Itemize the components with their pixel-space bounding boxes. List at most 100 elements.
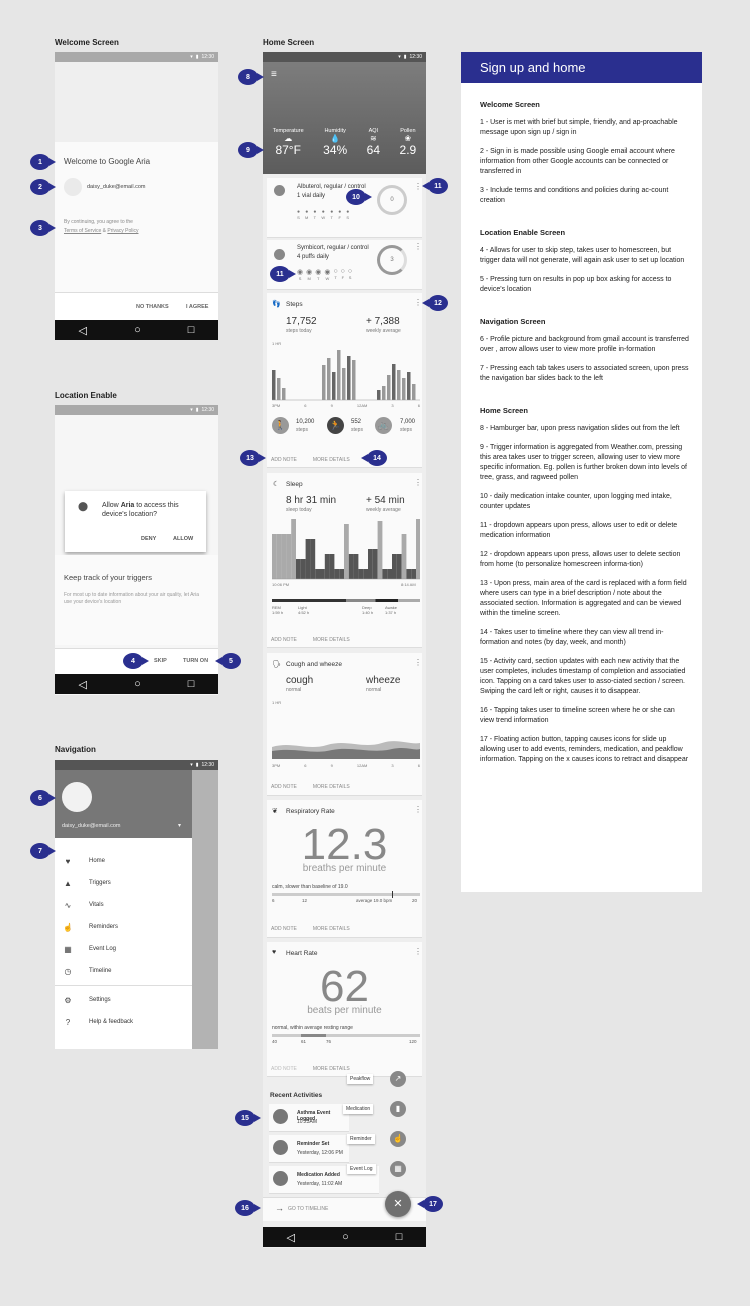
sleep-card[interactable]: ☾ Sleep ⋮ 8 hr 31 min sleep today + 54 m… [267,473,422,648]
back-icon[interactable]: ◁ [286,1231,295,1244]
home-section-title: Home Screen [263,38,315,47]
account-email[interactable]: daisy_duke@email.com [87,184,146,190]
turn-on-button[interactable]: TURN ON [183,658,209,664]
callout-badge: 2 [30,179,56,195]
peakflow-icon[interactable]: ↗ [390,1071,406,1087]
heart-rate-card[interactable]: ♥ Heart Rate ⋮ 62 beats per minute norma… [267,942,422,1077]
more-options-icon[interactable]: ⋮ [414,805,422,814]
medication-fab-icon[interactable]: ▮ [390,1101,406,1117]
unit-label: steps [400,427,412,433]
steps-card[interactable]: 👣 Steps ⋮ 17,752 steps today + 7,388 wee… [267,293,422,468]
event-log-fab-icon[interactable]: ▦ [390,1161,406,1177]
add-note-button[interactable]: ADD NOTE [271,457,297,463]
system-nav-bar: ◁ ○ □ [263,1227,426,1247]
description-section: Navigation Screen 6 - Profile picture and… [480,317,690,384]
sleep-stage-item: Light 4:52 h [298,605,309,615]
weather-header[interactable]: ≡ Temperature ☁ 87°F Humidity 💧 34% AQI ≋ 64 P… [263,62,426,174]
axis-label: 1 HR [272,700,282,705]
more-options-icon[interactable]: ⋮ [414,947,422,956]
intake-counter[interactable]: 3 [377,245,407,275]
nav-item-help[interactable]: ? Help & feedback [55,1011,192,1033]
medication-card[interactable]: Symbicort, regular / control 4 puffs dai… [267,240,422,290]
hamburger-menu-icon[interactable]: ≡ [271,69,277,80]
activity-card[interactable]: Asthma Event Logged 10:23AM [269,1104,349,1132]
back-icon[interactable]: ◁ [78,324,87,337]
status-time: 12:30 [409,54,422,60]
recents-icon[interactable]: □ [395,1231,403,1243]
agree-button[interactable]: I AGREE [186,304,209,310]
add-note-button[interactable]: ADD NOTE [271,926,297,932]
range-fill [301,1034,326,1037]
more-options-icon[interactable]: ⋮ [414,242,422,251]
no-thanks-button[interactable]: NO THANKS [136,304,169,310]
sleep-stage-duration: 4:52 h [298,610,310,615]
allow-button[interactable]: ALLOW [173,536,194,542]
weekday-tracker: ◉ S ◉ M ◉ T ◉ W ○ T ○ F ○ S [297,268,352,281]
reminder-fab-icon[interactable]: ☝ [390,1131,406,1147]
fab-close-icon[interactable]: ✕ [385,1191,411,1217]
gear-icon: ⚙ [64,995,72,1005]
steps-bar [392,364,396,400]
add-note-button[interactable]: ADD NOTE [271,784,297,790]
add-note-button[interactable]: ADD NOTE [271,637,297,643]
home-circle-icon[interactable]: ○ [342,1231,349,1243]
terms-link[interactable]: Terms of Service [64,228,102,234]
more-details-button[interactable]: MORE DETAILS [312,784,350,790]
respiratory-card[interactable]: ❦ Respiratory Rate ⋮ 12.3 breaths per mi… [267,800,422,938]
day-dot: ● [297,209,301,215]
more-options-icon[interactable]: ⋮ [414,478,422,487]
skip-button[interactable]: SKIP [154,658,167,664]
more-options-icon[interactable]: ⋮ [414,298,422,307]
tick-label: 3 [391,403,394,408]
average-label: average 19.0 bpm [356,898,393,903]
medication-card[interactable]: Albuterol, regular / control 1 vial dail… [267,178,422,238]
intake-counter[interactable]: 0 [377,185,407,215]
recents-icon[interactable]: □ [187,324,195,336]
cough-axis-ticks: 3PM 6 9 12AM 3 6 [272,763,420,768]
cough-wheeze-card[interactable]: 🗣 Cough and wheeze ⋮ cough normal wheeze… [267,653,422,796]
back-icon[interactable]: ◁ [78,678,87,691]
nav-item-vitals[interactable]: ∿ Vitals [55,894,192,916]
home-circle-icon[interactable]: ○ [134,324,141,336]
day-label: M [305,215,309,220]
description-item: 17 - Floating action button, tapping cau… [480,736,689,763]
privacy-link[interactable]: Privacy Policy [107,228,139,234]
recents-icon[interactable]: □ [187,678,195,690]
axis-label: 1 HR [272,341,282,346]
description-item: 12 - dropdown appears upon press, allows… [480,551,681,568]
steps-bar [342,368,346,400]
battery-icon: ▮ [195,762,199,768]
more-details-button[interactable]: MORE DETAILS [312,1066,350,1072]
hand-icon: ☝ [63,922,73,932]
add-note-button[interactable]: ADD NOTE [271,1066,297,1072]
nav-item-label: Event Log [89,946,117,952]
profile-picture[interactable] [62,782,92,812]
nav-item-event-log[interactable]: ▦ Event Log [55,938,192,960]
more-details-button[interactable]: MORE DETAILS [312,926,350,932]
nav-item-reminders[interactable]: ☝ Reminders [55,916,192,938]
tick-label: 3 [391,763,394,768]
heart-ticks: 40 61 76 120 [272,1039,420,1046]
nav-item-settings[interactable]: ⚙ Settings [55,989,192,1011]
home-circle-icon[interactable]: ○ [134,678,141,690]
sleep-stage-duration: 1:37 h [385,610,397,615]
more-options-icon[interactable]: ⋮ [414,658,422,667]
unit-label: steps [351,427,363,433]
deny-button[interactable]: DENY [141,536,157,542]
more-options-icon[interactable]: ⋮ [414,182,422,191]
more-details-button[interactable]: MORE DETAILS [312,637,350,643]
activity-card[interactable]: Medication Added Yesterday, 11:02 AM [269,1166,379,1194]
day-dot: ● [313,209,317,215]
more-details-button[interactable]: MORE DETAILS [312,457,350,463]
weather-label: Humidity [324,128,346,134]
account-dropdown-icon[interactable]: ▾ [178,823,182,829]
nav-item-home[interactable]: ♥ Home [55,850,192,872]
nav-item-timeline[interactable]: ◷ Timeline [55,960,192,982]
status-time: 12:30 [201,54,214,60]
nav-item-triggers[interactable]: ▲ Triggers [55,872,192,894]
cough-status: normal [286,687,302,693]
unit-label: steps [296,427,308,433]
respiratory-note: calm, slower than baseline of 19.0 [272,884,348,890]
sleep-stage-item: REM 1:59 h [272,605,283,615]
activity-card[interactable]: Reminder Set Yesterday, 12:06 PM [269,1135,349,1163]
